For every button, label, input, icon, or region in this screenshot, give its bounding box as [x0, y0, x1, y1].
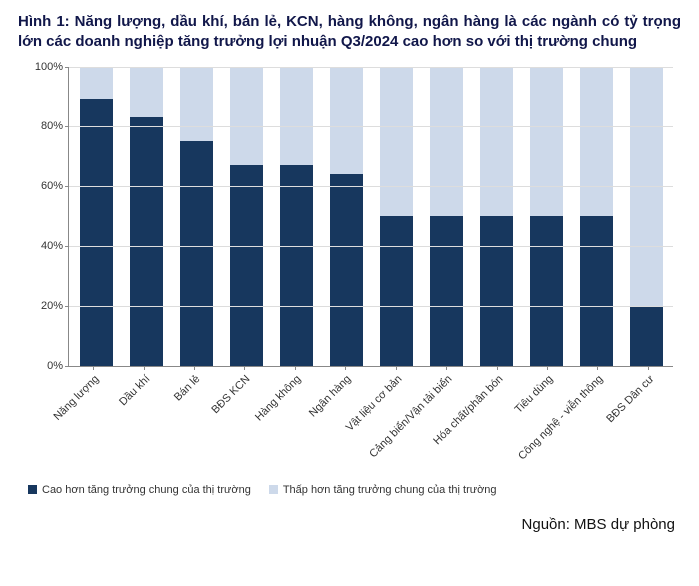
x-axis-label: Dầu khí [117, 373, 152, 408]
bar-segment-low [230, 67, 263, 166]
x-tick-mark [648, 366, 649, 370]
bar [380, 67, 413, 366]
bar-segment-low [580, 67, 613, 217]
bar [580, 67, 613, 366]
bar-slot [521, 67, 571, 366]
bar-segment-low [130, 67, 163, 118]
bar [80, 67, 113, 366]
gridline [69, 186, 673, 187]
bar-slot [371, 67, 421, 366]
x-label-slot: BĐS Dân cư [623, 367, 673, 482]
plot: 0%20%40%60%80%100% [68, 67, 673, 367]
x-label-slot: Năng lượng [68, 367, 118, 482]
bar [430, 67, 463, 366]
x-axis-label: Bán lẻ [172, 373, 203, 404]
bar-segment-low [280, 67, 313, 166]
bar-segment-high [130, 117, 163, 365]
bar-segment-high [330, 174, 363, 365]
bar-segment-high [280, 165, 313, 365]
legend-item: Cao hơn tăng trưởng chung của thị trường [28, 484, 251, 496]
x-tick-mark [597, 366, 598, 370]
bar-slot [271, 67, 321, 366]
bar [280, 67, 313, 366]
y-tick-label: 60% [41, 180, 69, 192]
bar-segment-high [380, 216, 413, 366]
legend-label: Thấp hơn tăng trưởng chung của thị trườn… [283, 484, 497, 496]
bar [230, 67, 263, 366]
bar-segment-high [480, 216, 513, 366]
y-tick-label: 40% [41, 240, 69, 252]
bar-slot [121, 67, 171, 366]
legend-swatch [28, 485, 37, 494]
x-tick-mark [547, 366, 548, 370]
bar-segment-low [480, 67, 513, 217]
bars-container [69, 67, 673, 366]
gridline [69, 67, 673, 68]
bar-segment-high [630, 306, 663, 366]
x-tick-mark [194, 366, 195, 370]
bar-segment-high [180, 141, 213, 365]
x-tick-mark [244, 366, 245, 370]
x-label-slot: Hàng không [270, 367, 320, 482]
bar-segment-low [180, 67, 213, 142]
x-label-slot: Dầu khí [118, 367, 168, 482]
y-tick-label: 100% [35, 61, 69, 73]
bar-segment-high [530, 216, 563, 366]
bar-slot [71, 67, 121, 366]
x-tick-mark [93, 366, 94, 370]
bar-segment-low [430, 67, 463, 217]
bar [130, 67, 163, 366]
legend-item: Thấp hơn tăng trưởng chung của thị trườn… [269, 484, 497, 496]
bar-slot [471, 67, 521, 366]
x-tick-mark [497, 366, 498, 370]
chart-title: Hình 1: Năng lượng, dầu khí, bán lẻ, KCN… [18, 12, 681, 53]
bar [180, 67, 213, 366]
y-tick-label: 80% [41, 120, 69, 132]
y-tick-label: 20% [41, 300, 69, 312]
gridline [69, 126, 673, 127]
chart-plot-area: 0%20%40%60%80%100% [68, 67, 673, 367]
bar-slot [421, 67, 471, 366]
x-tick-mark [144, 366, 145, 370]
legend-label: Cao hơn tăng trưởng chung của thị trường [42, 484, 251, 496]
x-tick-mark [295, 366, 296, 370]
gridline [69, 306, 673, 307]
bar-segment-low [380, 67, 413, 217]
legend: Cao hơn tăng trưởng chung của thị trường… [28, 484, 681, 496]
x-tick-mark [396, 366, 397, 370]
x-tick-mark [345, 366, 346, 370]
bar-slot [621, 67, 671, 366]
bar-segment-low [530, 67, 563, 217]
bar-segment-low [80, 67, 113, 100]
x-label-slot: Bán lẻ [169, 367, 219, 482]
bar [530, 67, 563, 366]
gridline [69, 246, 673, 247]
bar-slot [171, 67, 221, 366]
bar [630, 67, 663, 366]
bar-segment-high [230, 165, 263, 365]
x-label-slot: BĐS KCN [219, 367, 269, 482]
bar-segment-low [330, 67, 363, 175]
bar-slot [221, 67, 271, 366]
bar-segment-high [430, 216, 463, 366]
y-tick-label: 0% [47, 360, 69, 372]
x-label-slot: Hóa chất/phân bón [471, 367, 521, 482]
x-label-slot: Công nghệ - viễn thông [572, 367, 622, 482]
bar-slot [571, 67, 621, 366]
bar-segment-high [80, 99, 113, 365]
bar [330, 67, 363, 366]
source-text: Nguồn: MBS dự phòng [18, 516, 681, 533]
bar-segment-high [580, 216, 613, 366]
x-axis-labels: Năng lượngDầu khí Bán lẻ BĐS KCNHàng không… [68, 367, 673, 482]
legend-swatch [269, 485, 278, 494]
x-tick-mark [446, 366, 447, 370]
x-axis-label: Năng lượng [52, 373, 102, 423]
bar [480, 67, 513, 366]
bar-slot [321, 67, 371, 366]
